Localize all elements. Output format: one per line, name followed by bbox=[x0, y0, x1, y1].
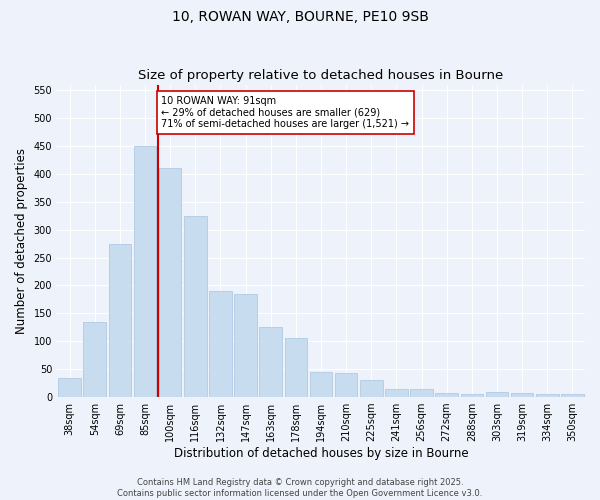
Bar bbox=[360, 380, 383, 397]
Bar bbox=[109, 244, 131, 397]
Bar bbox=[259, 328, 282, 397]
Bar bbox=[234, 294, 257, 397]
Bar bbox=[511, 393, 533, 397]
Bar bbox=[436, 393, 458, 397]
Bar bbox=[385, 388, 408, 397]
Bar bbox=[461, 394, 483, 397]
Title: Size of property relative to detached houses in Bourne: Size of property relative to detached ho… bbox=[139, 69, 503, 82]
Bar bbox=[159, 168, 181, 397]
Text: Contains HM Land Registry data © Crown copyright and database right 2025.
Contai: Contains HM Land Registry data © Crown c… bbox=[118, 478, 482, 498]
Text: 10 ROWAN WAY: 91sqm
← 29% of detached houses are smaller (629)
71% of semi-detac: 10 ROWAN WAY: 91sqm ← 29% of detached ho… bbox=[161, 96, 409, 129]
Y-axis label: Number of detached properties: Number of detached properties bbox=[15, 148, 28, 334]
Bar bbox=[58, 378, 81, 397]
Bar bbox=[335, 373, 358, 397]
Bar bbox=[310, 372, 332, 397]
Bar bbox=[410, 388, 433, 397]
Bar bbox=[83, 322, 106, 397]
Bar bbox=[284, 338, 307, 397]
Bar bbox=[184, 216, 206, 397]
Bar bbox=[561, 394, 584, 397]
Bar bbox=[536, 394, 559, 397]
Bar bbox=[485, 392, 508, 397]
Bar bbox=[209, 291, 232, 397]
Bar bbox=[134, 146, 157, 397]
Text: 10, ROWAN WAY, BOURNE, PE10 9SB: 10, ROWAN WAY, BOURNE, PE10 9SB bbox=[172, 10, 428, 24]
X-axis label: Distribution of detached houses by size in Bourne: Distribution of detached houses by size … bbox=[174, 447, 469, 460]
